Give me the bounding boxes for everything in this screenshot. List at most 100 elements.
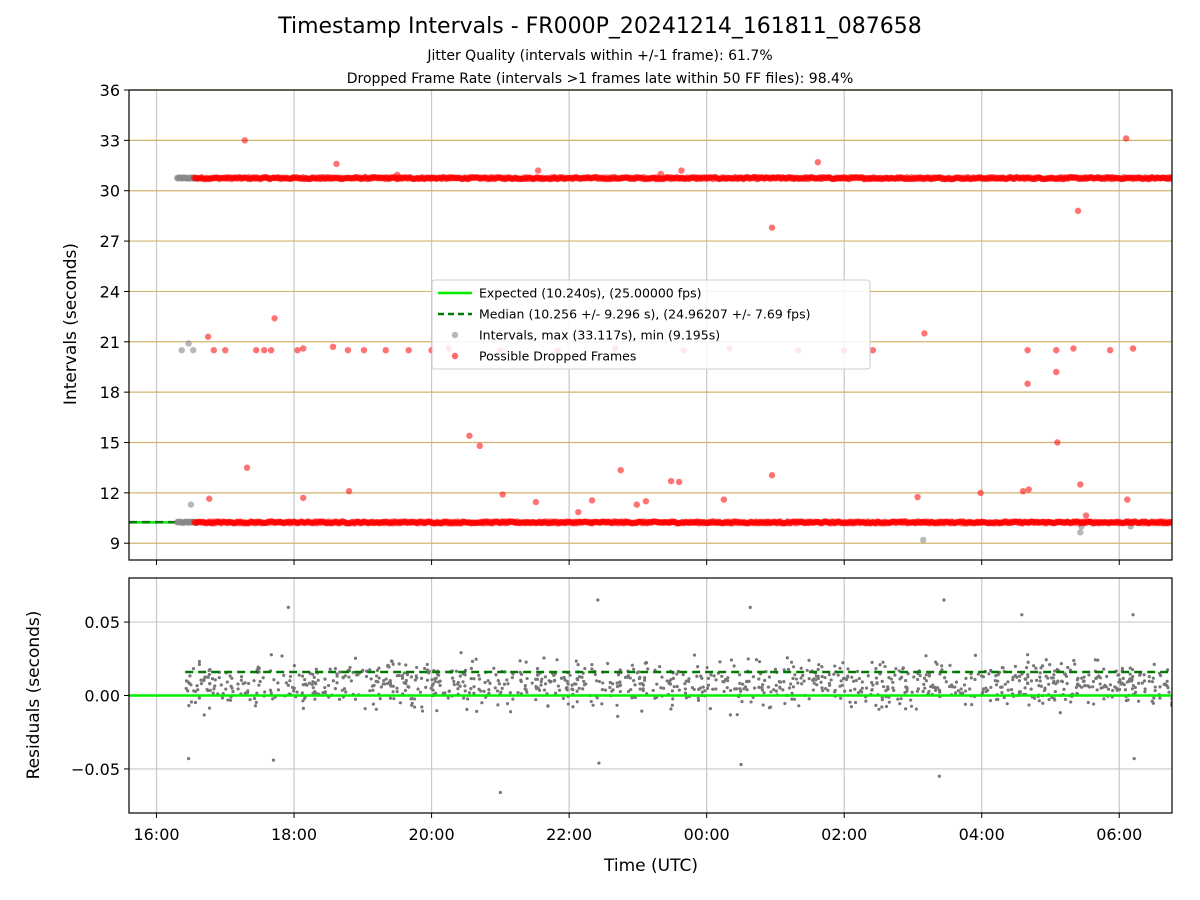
residual-point bbox=[1151, 676, 1155, 680]
residual-point bbox=[303, 678, 307, 682]
residual-point bbox=[496, 678, 500, 683]
residual-point bbox=[683, 687, 687, 691]
residual-point bbox=[574, 659, 578, 663]
residual-point bbox=[207, 672, 211, 677]
residual-point bbox=[986, 688, 990, 692]
residual-point bbox=[463, 673, 467, 677]
top-y-tick-label: 21 bbox=[100, 333, 120, 352]
dropped-point bbox=[869, 346, 877, 354]
residual-point bbox=[255, 668, 259, 672]
residual-point bbox=[456, 687, 460, 691]
residual-point bbox=[638, 687, 642, 691]
residual-point bbox=[590, 667, 594, 671]
residual-point bbox=[1173, 695, 1176, 698]
residual-point bbox=[391, 690, 395, 694]
residual-point bbox=[301, 706, 305, 710]
residual-point bbox=[1092, 702, 1096, 706]
top-panel-axes: 9 12 15 18 21 24 27 30 33 36 bbox=[100, 81, 1173, 565]
residual-point bbox=[916, 677, 920, 682]
residual-point bbox=[1025, 681, 1030, 685]
residual-point bbox=[807, 697, 811, 701]
residual-point bbox=[742, 687, 746, 691]
dropped-point bbox=[382, 346, 389, 354]
residual-point bbox=[376, 680, 380, 684]
residual-point bbox=[859, 688, 863, 693]
residual-point bbox=[431, 688, 435, 692]
residual-point bbox=[718, 660, 722, 664]
dropped-point bbox=[1106, 346, 1114, 354]
residual-point bbox=[301, 683, 305, 687]
residual-point bbox=[430, 678, 434, 682]
residual-point bbox=[253, 704, 258, 708]
residual-point bbox=[402, 671, 406, 675]
residual-point bbox=[1132, 757, 1136, 761]
residual-point bbox=[785, 656, 789, 660]
residual-point bbox=[618, 684, 622, 688]
residual-point bbox=[594, 679, 599, 683]
dropped-point bbox=[1024, 380, 1031, 387]
residual-point bbox=[433, 679, 437, 684]
residual-point bbox=[556, 684, 560, 688]
residual-point bbox=[443, 691, 447, 695]
residual-point bbox=[874, 703, 878, 708]
residual-point bbox=[1118, 678, 1122, 682]
residual-point bbox=[1069, 700, 1073, 704]
residual-point bbox=[269, 653, 273, 657]
residual-point bbox=[539, 680, 543, 684]
residual-point bbox=[335, 681, 339, 685]
residual-point bbox=[519, 672, 524, 676]
residual-point bbox=[271, 758, 276, 762]
residual-point bbox=[271, 697, 275, 701]
residual-point bbox=[766, 685, 771, 689]
residual-point bbox=[1108, 683, 1113, 687]
residual-point bbox=[964, 676, 968, 680]
residual-point bbox=[760, 688, 764, 692]
dropped-point bbox=[1170, 519, 1172, 526]
residual-point bbox=[987, 672, 991, 676]
residual-point bbox=[465, 707, 469, 711]
residual-point bbox=[752, 686, 757, 690]
residual-point bbox=[1174, 675, 1177, 678]
residual-point bbox=[1080, 676, 1084, 680]
residual-point bbox=[812, 681, 816, 685]
residual-point bbox=[590, 663, 594, 667]
residual-point bbox=[921, 689, 925, 694]
residual-point bbox=[796, 681, 800, 685]
residual-point bbox=[1143, 687, 1147, 691]
bottom-panel-data bbox=[129, 598, 1177, 795]
residual-point bbox=[726, 676, 730, 680]
residual-point bbox=[189, 683, 193, 687]
residual-point bbox=[625, 675, 630, 679]
residual-point bbox=[474, 657, 478, 661]
residual-point bbox=[1020, 613, 1024, 617]
residual-point bbox=[924, 673, 928, 677]
residual-point bbox=[543, 682, 548, 686]
residual-point bbox=[184, 686, 188, 691]
residual-point bbox=[596, 598, 600, 602]
residual-point bbox=[386, 664, 390, 668]
residual-point bbox=[853, 687, 857, 691]
residual-point bbox=[392, 696, 396, 701]
residual-point bbox=[221, 691, 225, 696]
residual-point bbox=[487, 688, 491, 692]
x-tick-label: 02:00 bbox=[821, 825, 867, 844]
residual-point bbox=[286, 683, 290, 687]
residual-point bbox=[1060, 680, 1065, 684]
dropped-point bbox=[814, 158, 822, 166]
residual-point bbox=[570, 687, 574, 691]
residual-point bbox=[355, 673, 359, 677]
residual-point bbox=[714, 678, 718, 682]
residual-point bbox=[695, 674, 699, 679]
residual-point bbox=[618, 668, 622, 672]
residual-point bbox=[1032, 664, 1036, 668]
residual-point bbox=[212, 687, 216, 691]
residual-point bbox=[301, 699, 305, 703]
residual-point bbox=[953, 691, 958, 695]
dropped-point bbox=[678, 167, 685, 174]
residual-point bbox=[897, 669, 901, 673]
dropped-point bbox=[204, 333, 212, 340]
residual-point bbox=[838, 666, 842, 670]
residual-point bbox=[1106, 687, 1111, 691]
residual-point bbox=[1062, 687, 1066, 691]
x-tick-label: 16:00 bbox=[133, 825, 179, 844]
